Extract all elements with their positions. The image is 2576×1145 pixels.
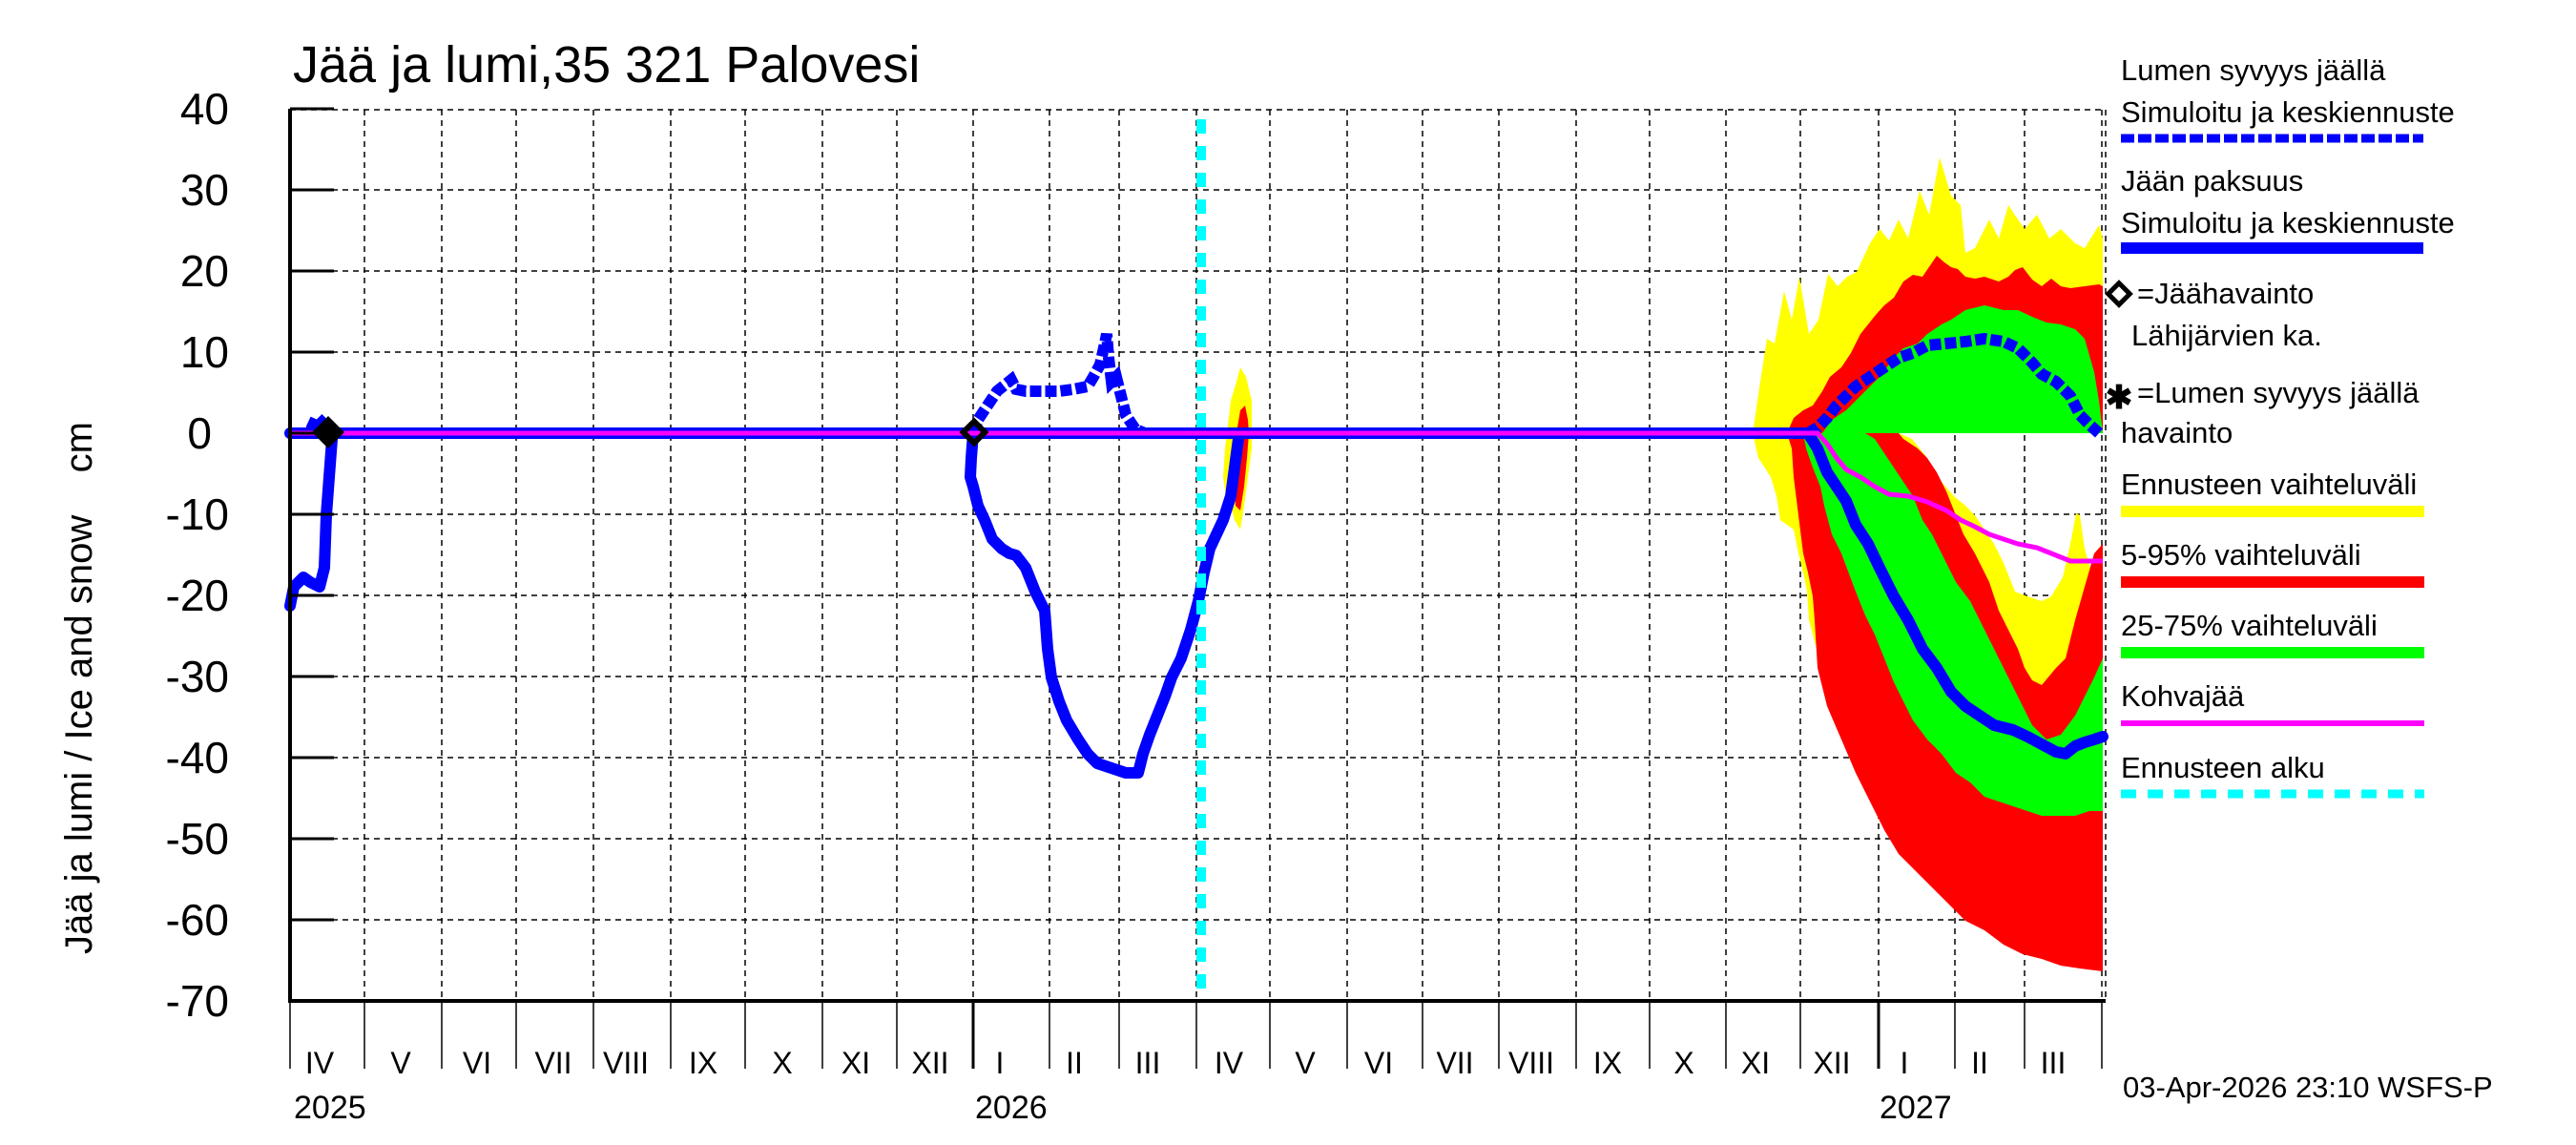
x-month-labels: IV V VI VII VIII IX X XI XII I II III IV… <box>305 1046 2066 1080</box>
svg-text:X: X <box>1673 1046 1693 1080</box>
svg-text:II: II <box>1066 1046 1083 1080</box>
svg-text:IX: IX <box>689 1046 717 1080</box>
svg-text:VI: VI <box>463 1046 491 1080</box>
svg-text:30: 30 <box>180 165 229 215</box>
svg-text:VIII: VIII <box>603 1046 649 1080</box>
axes <box>288 107 2106 1069</box>
svg-text:IX: IX <box>1593 1046 1622 1080</box>
legend-ice-label-2: Simuloitu ja keskiennuste <box>2121 206 2455 239</box>
svg-text:III: III <box>2041 1046 2067 1080</box>
svg-text:IV: IV <box>1215 1046 1244 1080</box>
kohvajaa-line <box>290 430 2103 564</box>
svg-text:VIII: VIII <box>1508 1046 1554 1080</box>
svg-text:XI: XI <box>841 1046 870 1080</box>
svg-text:20: 20 <box>180 246 229 296</box>
legend-range-all-label: Ennusteen vaihteluväli <box>2121 468 2417 501</box>
legend-kohva-label: Kohvajää <box>2121 679 2245 713</box>
svg-text:III: III <box>1135 1046 1161 1080</box>
legend-snowobs-label-1: =Lumen syvyys jäällä <box>2137 376 2420 409</box>
forecast-band-25-75 <box>1803 305 2103 816</box>
legend-snowobs-label-2: havainto <box>2121 416 2233 449</box>
svg-text:II: II <box>1971 1046 1988 1080</box>
svg-text:-70: -70 <box>166 976 229 1026</box>
svg-text:VI: VI <box>1364 1046 1393 1080</box>
svg-text:V: V <box>390 1046 411 1080</box>
svg-text:VII: VII <box>534 1046 571 1080</box>
svg-text:-30: -30 <box>166 652 229 701</box>
svg-text:V: V <box>1295 1046 1316 1080</box>
y-tick-labels: 40 30 20 10 0 -10 -20 -30 -40 -50 -60 -7… <box>166 84 229 1026</box>
svg-text:2025: 2025 <box>294 1090 366 1126</box>
legend-ice-label-1: Jään paksuus <box>2121 164 2303 198</box>
snow-depth-line <box>305 332 2104 439</box>
legend: Lumen syvyys jäällä Simuloitu ja keskien… <box>2105 53 2455 799</box>
y-axis-label: Jää ja lumi / Ice and snow cm <box>58 422 100 954</box>
legend-range-5-95-label: 5-95% vaihteluväli <box>2121 538 2361 572</box>
svg-text:IV: IV <box>305 1046 335 1080</box>
diamond-icon <box>2105 280 2133 308</box>
legend-iceobs-label-2: Lähijärvien ka. <box>2131 319 2322 352</box>
svg-text:XII: XII <box>911 1046 948 1080</box>
svg-text:I: I <box>996 1046 1005 1080</box>
legend-snow-label-2: Simuloitu ja keskiennuste <box>2121 95 2455 129</box>
svg-text:2026: 2026 <box>975 1090 1048 1126</box>
svg-text:-20: -20 <box>166 571 229 620</box>
svg-text:2027: 2027 <box>1880 1090 1952 1126</box>
svg-text:XII: XII <box>1813 1046 1850 1080</box>
asterisk-icon: ✱ <box>2106 380 2133 416</box>
svg-text:-60: -60 <box>166 895 229 945</box>
svg-text:I: I <box>1901 1046 1909 1080</box>
svg-text:XI: XI <box>1741 1046 1770 1080</box>
legend-range-25-75-label: 25-75% vaihteluväli <box>2121 609 2378 642</box>
legend-iceobs-label-1: =Jäähavainto <box>2137 277 2314 310</box>
chart-title: Jää ja lumi,35 321 Palovesi <box>293 36 920 94</box>
svg-text:40: 40 <box>180 84 229 134</box>
x-year-labels: 2025 2026 2027 <box>294 1090 1952 1126</box>
gridlines <box>290 109 2107 1001</box>
legend-forecast-start-label: Ennusteen alku <box>2121 751 2325 784</box>
timestamp: 03-Apr-2026 23:10 WSFS-P <box>2123 1071 2493 1104</box>
legend-snow-label-1: Lumen syvyys jäällä <box>2121 53 2386 87</box>
svg-text:-50: -50 <box>166 814 229 864</box>
svg-text:-10: -10 <box>166 489 229 539</box>
svg-text:VII: VII <box>1436 1046 1473 1080</box>
svg-text:X: X <box>772 1046 792 1080</box>
svg-text:0: 0 <box>187 408 212 458</box>
svg-text:-40: -40 <box>166 733 229 782</box>
svg-text:10: 10 <box>180 327 229 377</box>
